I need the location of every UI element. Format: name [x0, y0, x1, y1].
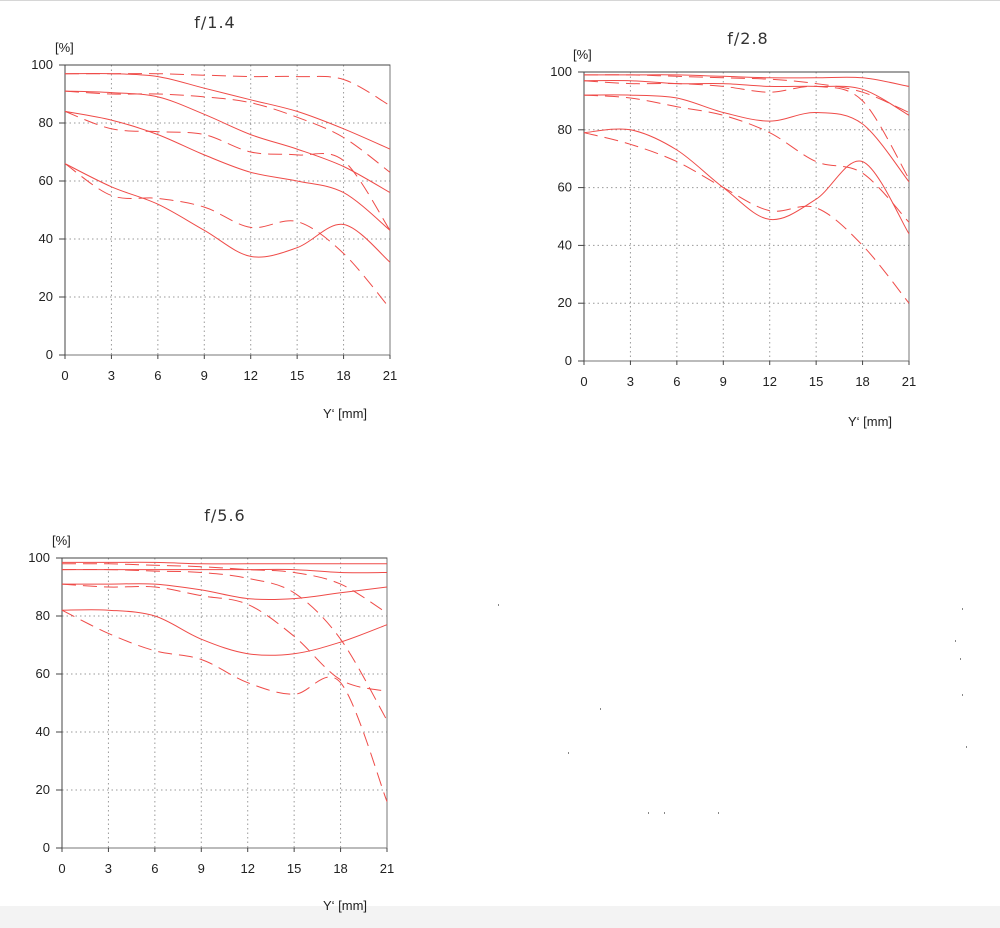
y-tick-label: 100	[31, 57, 53, 72]
stray-mark	[718, 812, 719, 814]
mtf-curve-dashed	[61, 569, 388, 721]
x-tick-label: 12	[243, 368, 257, 383]
x-tick-label: 6	[151, 861, 158, 876]
mtf-curve-solid	[62, 561, 387, 565]
y-tick-label: 100	[550, 64, 572, 79]
mtf-curve-dashed	[64, 90, 391, 173]
stray-mark	[648, 812, 649, 814]
mtf-curve-dashed	[64, 163, 391, 309]
x-tick-label: 6	[673, 374, 680, 389]
mtf-curve-solid	[64, 163, 391, 263]
mtf-curve-solid	[583, 94, 910, 183]
stray-mark	[600, 708, 601, 710]
y-axis-label: [%]	[573, 47, 592, 62]
x-tick-label: 21	[383, 368, 397, 383]
x-tick-label: 0	[580, 374, 587, 389]
x-tick-label: 15	[290, 368, 304, 383]
y-axis-label: [%]	[55, 40, 74, 55]
mtf-curve-dashed	[583, 74, 910, 113]
y-tick-label: 0	[46, 347, 53, 362]
mtf-curve-solid	[64, 90, 391, 194]
x-tick-label: 18	[336, 368, 350, 383]
mtf-curve-solid	[583, 79, 910, 116]
mtf-curve-solid	[64, 110, 391, 231]
mtf-curve-solid	[583, 128, 910, 235]
x-tick-label: 9	[201, 368, 208, 383]
x-axis-label: Y‘ [mm]	[323, 406, 367, 421]
y-tick-label: 60	[36, 666, 50, 681]
plot-frame	[64, 64, 391, 356]
mtf-curve-solid	[61, 609, 388, 656]
chart-title: f/5.6	[204, 506, 245, 525]
y-tick-label: 40	[558, 237, 572, 252]
x-tick-label: 18	[333, 861, 347, 876]
stray-mark	[962, 608, 963, 610]
mtf-chart-f2-8: f/2.8 [%] 0 20 40 60 80 100 0 3 6 9 12 15 18 21 Y‘ [mm]	[520, 0, 990, 450]
plot-frame	[61, 557, 388, 849]
stray-mark	[962, 694, 963, 696]
y-tick-label: 40	[36, 724, 50, 739]
stray-mark	[955, 640, 956, 642]
stray-mark	[498, 604, 499, 606]
mtf-curve-dashed	[61, 563, 388, 614]
mtf-curve-solid	[62, 583, 388, 600]
stray-mark	[960, 658, 961, 660]
x-tick-label: 3	[108, 368, 115, 383]
y-tick-label: 40	[39, 231, 53, 246]
mtf-curve-dashed	[583, 80, 910, 180]
mtf-curve-dashed	[583, 132, 910, 304]
mtf-curve-dashed	[64, 110, 391, 231]
x-tick-label: 9	[720, 374, 727, 389]
x-tick-label: 9	[198, 861, 205, 876]
x-axis-label: Y‘ [mm]	[848, 414, 892, 429]
x-tick-label: 12	[240, 861, 254, 876]
mtf-curve-dashed	[61, 609, 388, 802]
x-tick-label: 0	[61, 368, 68, 383]
mtf-chart-f1-4: f/1.4 [%] 0 20 40 60 80 100 0 3 6 9 12 15 18 21 Y‘ [mm]	[0, 0, 460, 440]
y-tick-label: 80	[558, 122, 572, 137]
y-tick-label: 60	[558, 180, 572, 195]
mtf-curve-dashed	[61, 583, 388, 692]
x-tick-label: 18	[855, 374, 869, 389]
mtf-chart-f5-6: f/5.6 [%] 0 20 40 60 80 100 0 3 6 9 12 15 18 21 Y‘ [mm]	[0, 490, 460, 920]
x-tick-label: 3	[627, 374, 634, 389]
x-tick-label: 15	[809, 374, 823, 389]
x-tick-label: 21	[380, 861, 394, 876]
x-tick-label: 21	[902, 374, 916, 389]
y-tick-label: 80	[39, 115, 53, 130]
x-tick-label: 15	[287, 861, 301, 876]
mtf-curve-solid	[64, 72, 391, 150]
y-tick-label: 60	[39, 173, 53, 188]
x-axis-label: Y‘ [mm]	[323, 898, 367, 913]
y-tick-label: 20	[36, 782, 50, 797]
mtf-curve-dashed	[64, 73, 391, 107]
y-tick-label: 0	[565, 353, 572, 368]
stray-mark	[568, 752, 569, 754]
top-divider	[0, 0, 1000, 1]
stray-mark	[664, 812, 665, 814]
x-tick-label: 0	[58, 861, 65, 876]
chart-title: f/2.8	[727, 29, 768, 48]
x-tick-label: 3	[105, 861, 112, 876]
y-tick-label: 0	[43, 840, 50, 855]
bottom-band	[0, 906, 1000, 928]
chart-title: f/1.4	[194, 13, 235, 32]
y-tick-label: 100	[28, 550, 50, 565]
y-tick-label: 20	[558, 295, 572, 310]
y-axis-label: [%]	[52, 533, 71, 548]
stray-mark	[966, 746, 967, 748]
mtf-curve-dashed	[583, 94, 910, 223]
y-tick-label: 80	[36, 608, 50, 623]
x-tick-label: 6	[154, 368, 161, 383]
y-tick-label: 20	[39, 289, 53, 304]
plot-frame	[583, 71, 910, 362]
x-tick-label: 12	[762, 374, 776, 389]
